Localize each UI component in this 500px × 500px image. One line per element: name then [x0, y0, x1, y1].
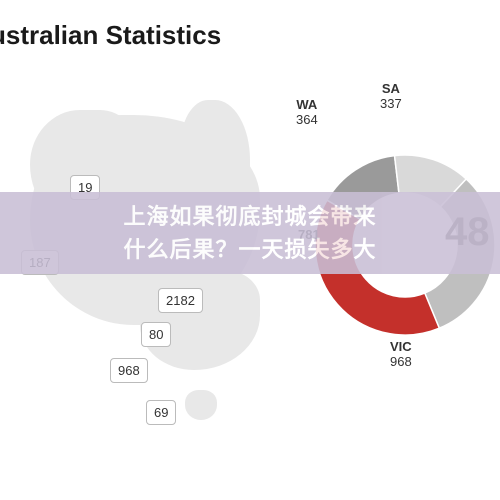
donut-label-wa-value: 364 — [296, 113, 318, 128]
map-landmass-se — [140, 270, 260, 370]
donut-label-vic: VIC 968 — [390, 340, 412, 370]
overlay-text: 上海如果彻底封城会带来 什么后果？一天损失多大 — [123, 200, 376, 266]
donut-label-vic-value: 968 — [390, 355, 412, 370]
overlay-banner: 上海如果彻底封城会带来 什么后果？一天损失多大 — [0, 192, 500, 274]
donut-label-sa: SA 337 — [380, 82, 402, 112]
map-box-qld: 80 — [141, 322, 171, 347]
map-box-sa: 2182 — [158, 288, 203, 313]
donut-label-wa: WA 364 — [296, 98, 318, 128]
donut-label-vic-name: VIC — [390, 340, 412, 355]
donut-label-sa-value: 337 — [380, 97, 402, 112]
map-box-tas: 69 — [146, 400, 176, 425]
map-box-nsw: 968 — [110, 358, 148, 383]
donut-label-sa-name: SA — [380, 82, 402, 97]
donut-label-wa-name: WA — [296, 98, 318, 113]
overlay-line1: 上海如果彻底封城会带来 — [123, 204, 376, 229]
page-title: ustralian Statistics — [0, 20, 221, 51]
overlay-line2: 什么后果？一天损失多大 — [123, 237, 376, 262]
map-tasmania — [185, 390, 217, 420]
